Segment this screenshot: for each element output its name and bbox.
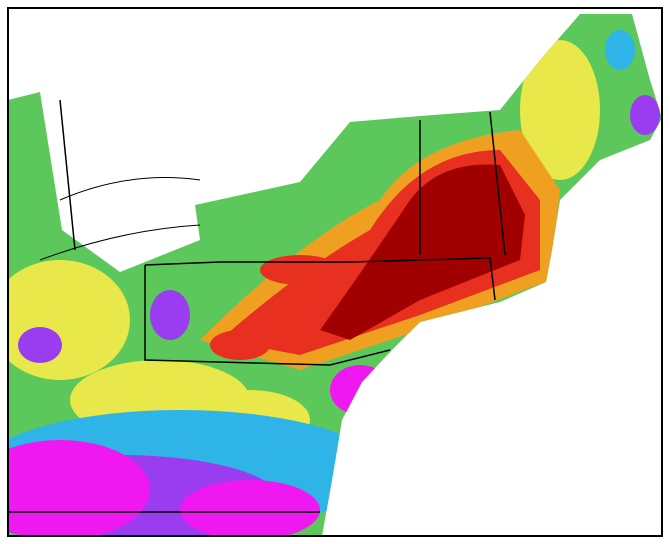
- dark-red-area: [320, 164, 525, 340]
- state-line: [489, 111, 506, 256]
- frame: [7, 7, 663, 537]
- red-area: [210, 330, 270, 360]
- state-line: [144, 261, 350, 266]
- purple-area: [18, 327, 62, 363]
- state-line: [349, 257, 496, 301]
- blue-area: [605, 30, 635, 70]
- boundaries: [8, 99, 506, 513]
- purple-area: [150, 290, 190, 340]
- red-area: [260, 255, 340, 285]
- state-line: [144, 265, 391, 366]
- magenta-area: [180, 480, 320, 536]
- lake-shore: [39, 177, 201, 261]
- purple-area: [630, 95, 660, 135]
- state-line: [59, 99, 76, 251]
- yellow-area: [520, 40, 600, 180]
- magenta-area: [8, 440, 150, 536]
